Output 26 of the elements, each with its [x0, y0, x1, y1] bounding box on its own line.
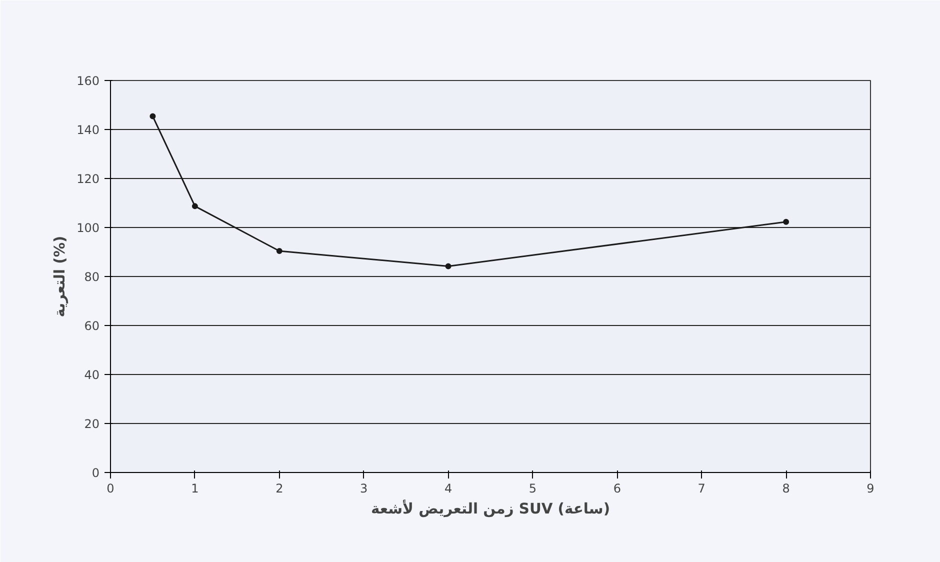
x-tick-label: 9: [866, 482, 874, 496]
y-tick-label: 20: [84, 417, 100, 431]
x-tick-label: 1: [191, 482, 199, 496]
x-tick-label: 7: [698, 482, 706, 496]
point: [192, 203, 198, 210]
x-tick-label: 0: [106, 482, 114, 496]
x-axis-title: زمن التعريض لأشعة SUV (ساعة): [370, 500, 610, 518]
y-tick-label: 0: [92, 466, 100, 480]
y-tick-label: 80: [84, 270, 100, 284]
y-tick-label: 40: [84, 368, 100, 382]
point: [150, 113, 156, 120]
y-axis-title: التعرية (%): [52, 236, 69, 318]
y-tick-label: 120: [76, 172, 100, 186]
x-tick-label: 8: [782, 482, 790, 496]
x-tick-label: 2: [276, 482, 284, 496]
x-tick-label: 4: [444, 482, 452, 496]
y-tick-label: 60: [84, 319, 100, 333]
y-tick-label: 160: [76, 74, 100, 88]
point: [445, 263, 452, 270]
y-tick-label: 100: [76, 221, 100, 235]
x-tick-label: 5: [528, 482, 537, 496]
y-tick-label: 140: [76, 123, 100, 137]
point: [276, 248, 282, 254]
point: [783, 218, 790, 225]
x-tick-label: 3: [360, 482, 368, 496]
x-tick-label: 6: [613, 482, 621, 496]
